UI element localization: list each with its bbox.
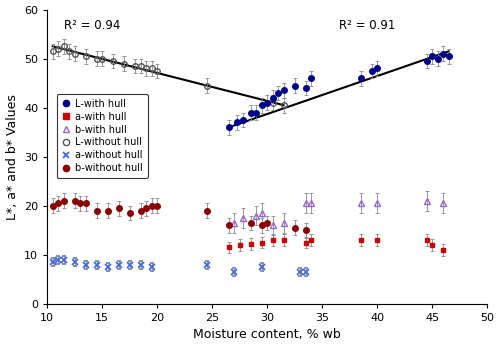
X-axis label: Moisture content, % wb: Moisture content, % wb: [194, 329, 341, 341]
Y-axis label: L*, a* and b* Values: L*, a* and b* Values: [6, 94, 18, 220]
Text: R² = 0.91: R² = 0.91: [339, 19, 396, 32]
Legend: L-with hull, a-with hull, b-with hull, L-without hull, a-without hull, b-without: L-with hull, a-with hull, b-with hull, L…: [56, 94, 148, 178]
Text: R² = 0.94: R² = 0.94: [64, 19, 120, 32]
